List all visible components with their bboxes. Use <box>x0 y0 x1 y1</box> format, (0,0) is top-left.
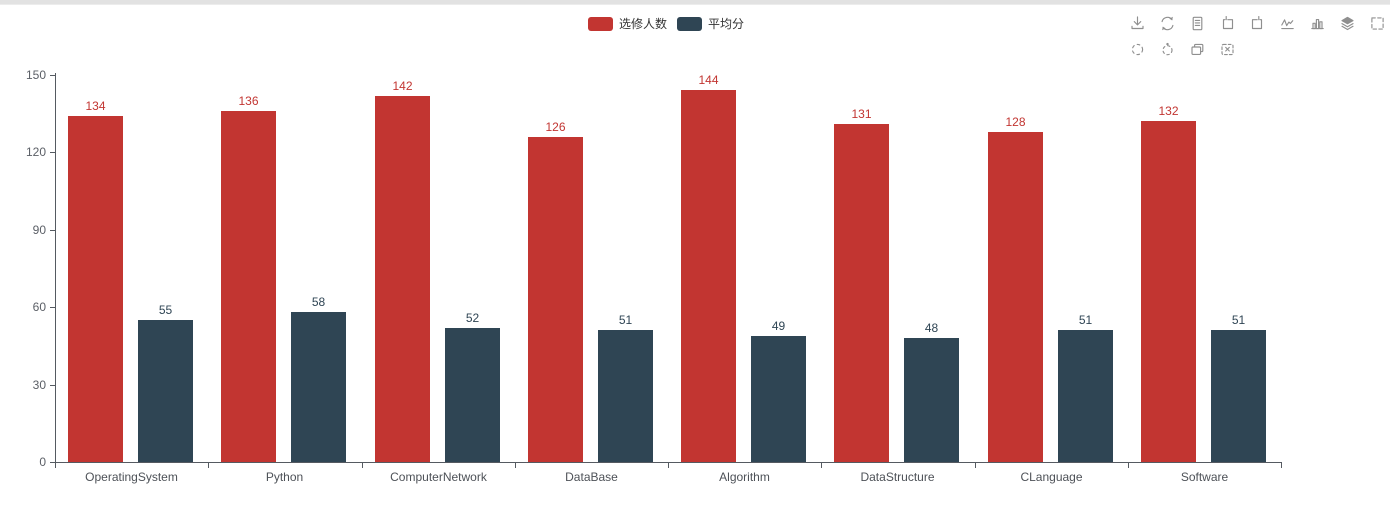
bar-平均分-ComputerNetwork[interactable] <box>445 328 500 462</box>
bar-value-label: 136 <box>238 94 259 108</box>
toolbox-row-1 <box>1129 15 1389 32</box>
legend-item-0[interactable]: 选修人数 <box>588 17 667 31</box>
x-axis-label: CLanguage <box>1020 470 1083 484</box>
bar-value-label: 49 <box>771 319 786 333</box>
y-axis-label: 120 <box>25 145 46 159</box>
bar-平均分-Software[interactable] <box>1211 330 1266 462</box>
y-axis-tick <box>50 307 55 308</box>
x-axis-tick <box>515 463 516 468</box>
bar-选修人数-DataBase[interactable] <box>528 137 583 462</box>
bar-value-label: 51 <box>1078 313 1093 327</box>
bar-value-label: 126 <box>545 120 566 134</box>
save-image-icon[interactable] <box>1129 15 1146 32</box>
legend-item-1[interactable]: 平均分 <box>677 17 744 31</box>
y-axis-tick <box>50 152 55 153</box>
bar-value-label: 132 <box>1158 104 1179 118</box>
bar-平均分-Python[interactable] <box>291 312 346 462</box>
x-axis-line <box>55 462 1282 463</box>
tiled-icon[interactable] <box>1369 15 1386 32</box>
bar-平均分-DataStructure[interactable] <box>904 338 959 462</box>
legend-label: 选修人数 <box>619 17 668 31</box>
zoom-in-icon[interactable] <box>1219 15 1236 32</box>
bar-value-label: 142 <box>392 79 413 93</box>
legend-swatch-icon <box>677 17 703 31</box>
y-axis-label: 0 <box>39 455 46 469</box>
x-axis-label: Python <box>265 470 304 484</box>
brush-polygon-icon[interactable] <box>1159 41 1176 58</box>
toolbox-row-2 <box>1129 41 1389 58</box>
x-axis-tick <box>362 463 363 468</box>
bar-平均分-Algorithm[interactable] <box>751 336 806 462</box>
x-axis-tick <box>975 463 976 468</box>
stack-icon[interactable] <box>1339 15 1356 32</box>
bar-value-label: 134 <box>85 99 106 113</box>
y-axis-label: 30 <box>32 378 46 392</box>
bar-value-label: 48 <box>924 321 939 335</box>
y-axis-label: 60 <box>32 300 46 314</box>
bar-value-label: 128 <box>1005 115 1026 129</box>
y-axis-tick <box>50 462 55 463</box>
x-axis-tick <box>208 463 209 468</box>
x-axis-tick <box>1281 463 1282 468</box>
y-axis-label: 90 <box>32 223 46 237</box>
bar-平均分-CLanguage[interactable] <box>1058 330 1113 462</box>
bar-value-label: 55 <box>158 303 173 317</box>
x-axis-tick <box>668 463 669 468</box>
bar-value-label: 58 <box>311 295 326 309</box>
bar-平均分-OperatingSystem[interactable] <box>138 320 193 462</box>
x-axis-label: OperatingSystem <box>85 470 178 484</box>
bar-选修人数-Python[interactable] <box>221 111 276 462</box>
y-axis-label: 150 <box>25 68 46 82</box>
bar-value-label: 51 <box>618 313 633 327</box>
x-axis-label: ComputerNetwork <box>390 470 487 484</box>
bar-选修人数-OperatingSystem[interactable] <box>68 116 123 462</box>
bar-选修人数-Algorithm[interactable] <box>681 90 736 462</box>
brush-keep-icon[interactable] <box>1189 41 1206 58</box>
brush-rect-icon[interactable] <box>1129 41 1146 58</box>
x-axis-label: Software <box>1180 470 1229 484</box>
data-view-icon[interactable] <box>1189 15 1206 32</box>
bar-value-label: 144 <box>698 73 719 87</box>
brush-clear-icon[interactable] <box>1219 41 1236 58</box>
toolbox <box>1129 15 1389 67</box>
x-axis-tick <box>1128 463 1129 468</box>
x-axis-label: Algorithm <box>719 470 770 484</box>
y-axis-line <box>55 73 56 463</box>
y-axis-tick <box>50 385 55 386</box>
bar-value-label: 52 <box>465 311 480 325</box>
bar-选修人数-Software[interactable] <box>1141 121 1196 462</box>
legend-swatch-icon <box>588 17 613 31</box>
bar-选修人数-DataStructure[interactable] <box>834 124 889 462</box>
x-axis-label: DataStructure <box>860 470 935 484</box>
y-axis-tick <box>50 75 55 76</box>
bar-平均分-DataBase[interactable] <box>598 330 653 462</box>
bar-value-label: 131 <box>851 107 872 121</box>
bar-选修人数-ComputerNetwork[interactable] <box>375 96 430 462</box>
legend-label: 平均分 <box>708 17 745 31</box>
bar-chart-icon[interactable] <box>1309 15 1326 32</box>
x-axis-tick <box>55 463 56 468</box>
x-axis-label: DataBase <box>565 470 618 484</box>
restore-icon[interactable] <box>1159 15 1176 32</box>
top-divider <box>0 0 1390 5</box>
zoom-back-icon[interactable] <box>1249 15 1266 32</box>
bar-选修人数-CLanguage[interactable] <box>988 132 1043 462</box>
bar-value-label: 51 <box>1231 313 1246 327</box>
x-axis-tick <box>821 463 822 468</box>
legend: 选修人数 平均分 <box>588 17 744 31</box>
line-chart-icon[interactable] <box>1279 15 1296 32</box>
y-axis-tick <box>50 230 55 231</box>
